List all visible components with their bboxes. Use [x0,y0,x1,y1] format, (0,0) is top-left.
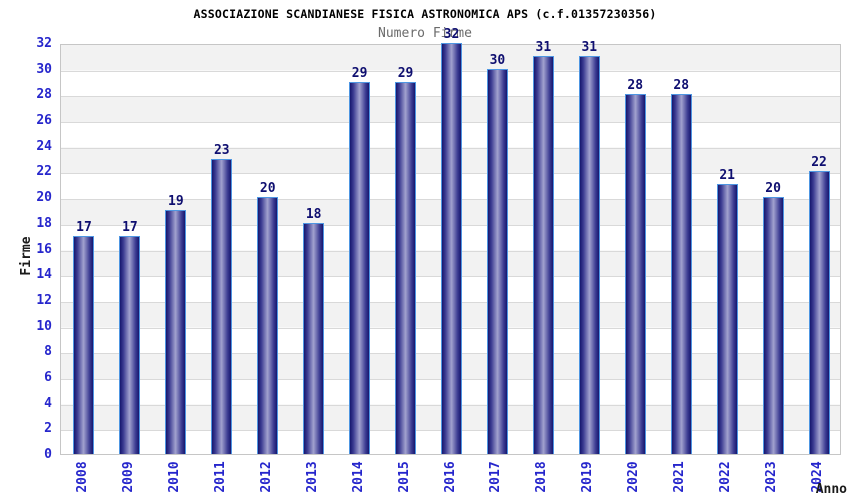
x-tick-2011: 2011 [212,461,228,493]
x-tick-2019: 2019 [580,461,596,493]
bar-value-label-2014: 29 [351,65,368,81]
x-tick-2010: 2010 [166,461,182,493]
bar-2010 [165,209,187,454]
bar-value-label-2022: 21 [719,168,735,184]
x-tick-2021: 2021 [672,461,688,493]
plot-area: 17 17 19 23 20 18 29 29 32 30 31 31 28 28 21 20 22 [60,27,841,455]
bar-2024 [808,171,830,454]
y-tick-14: 14 [36,267,52,283]
bar-value-label-2019: 31 [581,39,598,55]
x-tick-2013: 2013 [304,461,320,493]
bar-value-label-2010: 19 [168,193,184,209]
y-tick-28: 28 [36,87,52,103]
chart-title: ASSOCIAZIONE SCANDIANESE FISICA ASTRONOM… [193,7,657,21]
bar-value-label-2018: 31 [535,39,552,55]
x-tick-2018: 2018 [534,461,550,493]
bar-2011 [211,158,233,454]
bar-2022 [716,184,738,454]
x-tick-2020: 2020 [626,461,642,493]
y-tick-4: 4 [44,395,52,411]
x-tick-2012: 2012 [258,461,274,493]
bar-value-label-2020: 28 [627,78,644,94]
bar-2013 [303,222,325,454]
bar-value-label-2023: 20 [765,181,781,197]
x-tick-2023: 2023 [764,461,780,493]
y-tick-26: 26 [36,113,52,129]
y-tick-32: 32 [36,36,52,51]
bar-2009 [119,235,141,454]
x-tick-2009: 2009 [120,461,136,493]
bar-value-label-2008: 17 [76,219,92,235]
bar-2018 [532,55,554,454]
y-tick-18: 18 [36,215,52,231]
bar-value-label-2016: 32 [443,27,460,42]
x-tick-2016: 2016 [442,461,458,493]
y-tick-12: 12 [36,292,52,308]
x-tick-2017: 2017 [488,461,504,493]
y-tick-20: 20 [36,190,52,206]
x-tick-2014: 2014 [350,461,366,493]
chart-subtitle: Numero Firme [378,26,472,41]
y-tick-8: 8 [44,344,52,360]
bar-value-label-2017: 30 [489,52,506,68]
y-tick-16: 16 [36,241,52,257]
y-tick-0: 0 [44,447,52,462]
bar-2014 [349,81,371,454]
bar-2008 [73,235,95,454]
bar-value-label-2015: 29 [397,65,414,81]
bar-2020 [624,94,646,454]
y-tick-10: 10 [36,318,52,334]
x-tick-2008: 2008 [74,461,90,493]
bar-value-label-2012: 20 [259,181,276,197]
bar-2017 [486,68,508,454]
bar-2015 [395,81,417,454]
bar-2019 [578,55,600,454]
y-tick-2: 2 [44,421,52,437]
bar-value-label-2013: 18 [305,206,322,222]
y-tick-24: 24 [36,138,52,154]
x-tick-2015: 2015 [396,461,412,493]
y-tick-6: 6 [44,369,52,385]
bar-value-label-2024: 22 [811,155,827,171]
y-tick-30: 30 [36,61,52,77]
x-tick-2022: 2022 [718,461,734,493]
bar-2023 [762,197,784,454]
bar-2016 [441,43,462,454]
x-axis-label: Anno [815,482,847,497]
y-tick-22: 22 [36,164,52,180]
bar-2021 [670,94,692,454]
bar-value-label-2011: 23 [213,142,230,158]
bar-value-label-2009: 17 [122,219,138,235]
bar-value-label-2021: 28 [673,78,690,94]
bar-2012 [257,197,279,454]
